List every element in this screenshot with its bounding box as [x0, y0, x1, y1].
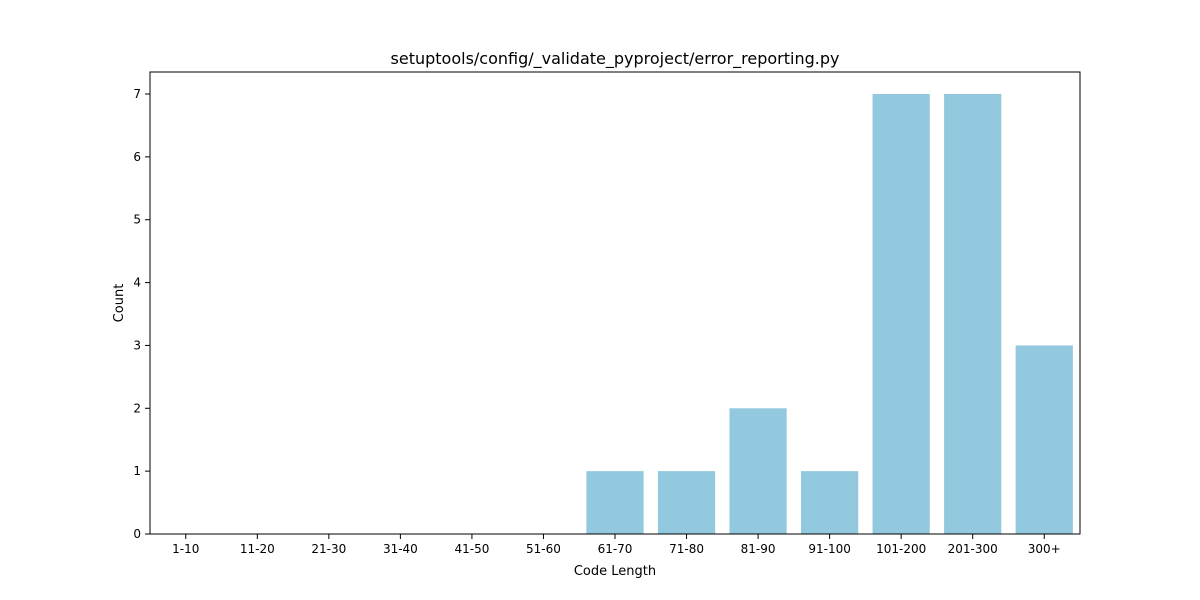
y-axis-label: Count	[112, 284, 127, 323]
x-tick-label: 91-100	[808, 542, 851, 556]
bar-201-300	[944, 94, 1002, 534]
bar-61-70	[586, 471, 644, 534]
x-tick-label: 1-10	[172, 542, 199, 556]
x-tick-label: 61-70	[598, 542, 633, 556]
x-tick-label: 201-300	[948, 542, 998, 556]
y-axis-ticks: 0 1 2 3 4 5 6 7	[133, 87, 150, 541]
x-tick-label: 31-40	[383, 542, 418, 556]
bar-101-200	[872, 94, 930, 534]
x-tick-label: 41-50	[454, 542, 489, 556]
plot-area-frame	[149, 71, 1081, 535]
y-tick-label: 5	[133, 213, 141, 227]
y-tick-label: 6	[133, 150, 141, 164]
bar-71-80	[657, 471, 716, 534]
y-tick-label: 0	[133, 527, 141, 541]
y-tick-label: 7	[133, 87, 141, 101]
x-tick-label: 81-90	[741, 542, 776, 556]
y-tick-label: 2	[133, 401, 141, 415]
chart-title: setuptools/config/_validate_pyproject/er…	[391, 49, 840, 69]
bar-91-100	[801, 471, 859, 534]
x-axis-ticks: 1-10 11-20 21-30 31-40 41-50 51-60 61-70 71-80 8…	[172, 534, 1061, 556]
bar-81-90	[729, 408, 787, 534]
x-tick-label: 21-30	[311, 542, 346, 556]
x-tick-label: 71-80	[669, 542, 704, 556]
bars-layer	[586, 94, 1073, 534]
x-tick-label: 300+	[1028, 542, 1061, 556]
x-tick-label: 101-200	[876, 542, 926, 556]
bar-300+	[1015, 345, 1073, 534]
y-tick-label: 4	[133, 276, 141, 290]
x-tick-label: 51-60	[526, 542, 561, 556]
x-tick-label: 11-20	[240, 542, 275, 556]
y-tick-label: 1	[133, 464, 141, 478]
y-tick-label: 3	[133, 338, 141, 352]
x-axis-label: Code Length	[574, 564, 656, 579]
